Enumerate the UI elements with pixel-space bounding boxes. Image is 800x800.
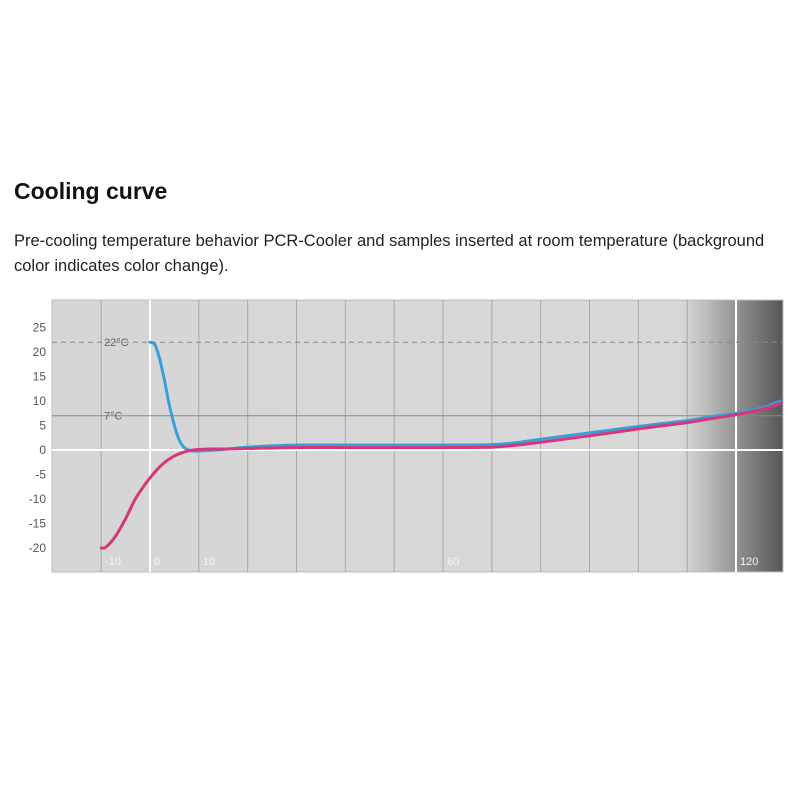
reference-lines: 22°C 7°C [52,337,783,423]
y-tick-label: 5 [39,419,46,433]
y-axis: 25 20 15 10 5 0 -5 -10 -15 -20 [29,321,47,556]
y-tick-label: -15 [29,517,47,531]
y-tick-label: -5 [35,468,46,482]
page-title: Cooling curve [14,178,168,204]
x-tick-label: 120 [740,556,758,568]
reference-label: 22°C [104,337,129,349]
x-axis: -10 0 10 60 120 [105,556,758,568]
y-tick-label: 0 [39,443,46,457]
y-tick-label: -20 [29,541,47,555]
y-tick-label: 10 [33,394,47,408]
y-tick-label: 25 [33,321,47,335]
y-tick-label: 20 [33,345,47,359]
x-tick-label: 0 [154,556,160,568]
x-tick-label: 10 [203,556,215,568]
plot-background [51,299,784,573]
cooling-curve-chart: 22°C 7°C 25 20 15 10 5 0 -5 -10 -15 -20 -10 0 10 60 12… [29,299,784,573]
series-line-magenta [99,401,782,550]
series-line-blue [148,340,782,453]
series-lines [99,340,782,550]
grid [52,300,783,572]
y-tick-label: 15 [33,370,47,384]
x-tick-label: 60 [447,556,459,568]
page-description: Pre-cooling temperature behavior PCR-Coo… [14,232,765,275]
reference-label: 7°C [104,411,123,423]
y-tick-label: -10 [29,492,47,506]
x-tick-label: -10 [105,556,121,568]
